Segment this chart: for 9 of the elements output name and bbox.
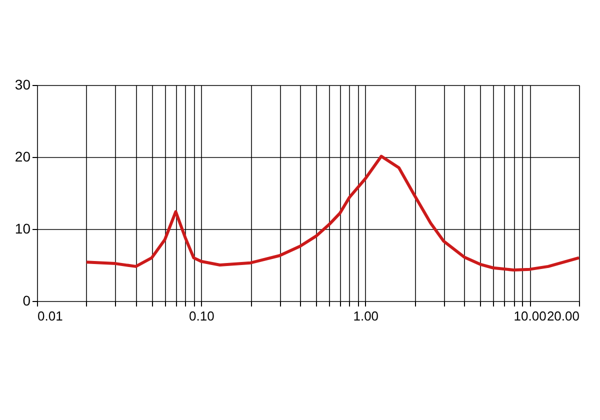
y-tick-label: 0 [22,292,31,308]
x-tick-label: 10.00 [514,308,546,324]
y-tick-label: 20 [14,148,31,164]
x-tick-label: 0.10 [189,308,214,324]
x-tick-label: 0.01 [38,308,63,324]
x-tick-label: 20.00 [546,308,580,324]
x-tick-label: 1.00 [353,308,379,324]
y-tick-label: 10 [14,220,31,236]
y-tick-label: 30 [14,76,31,92]
